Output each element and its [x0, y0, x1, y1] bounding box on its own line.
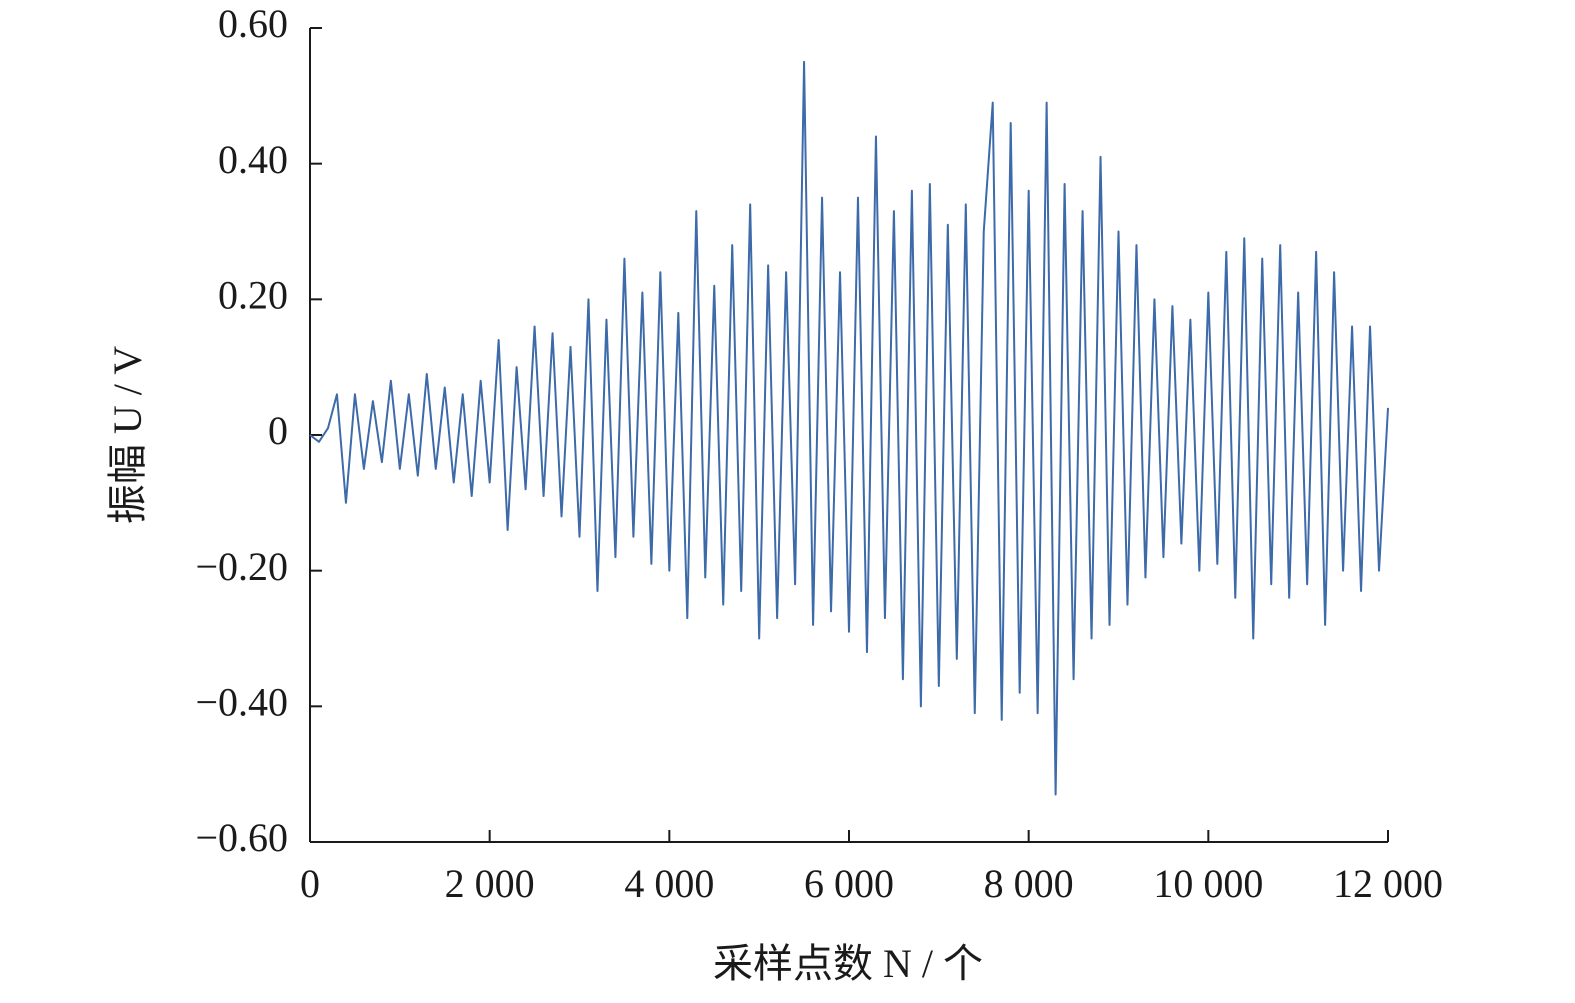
y-tick-label: −0.40: [195, 680, 288, 725]
y-tick-label: 0.20: [218, 273, 288, 318]
y-axis-label: 振幅 U / V: [105, 346, 150, 524]
x-tick-label: 12 000: [1333, 861, 1443, 906]
y-tick-label: 0: [268, 408, 288, 453]
x-tick-label: 6 000: [804, 861, 894, 906]
signal-line: [309, 60, 1389, 796]
y-tick-label: 0.60: [218, 1, 288, 46]
x-tick-label: 2 000: [445, 861, 535, 906]
x-axis-label: 采样点数 N / 个: [713, 941, 983, 986]
x-tick-label: 8 000: [984, 861, 1074, 906]
y-tick-label: 0.40: [218, 137, 288, 182]
x-tick-label: 4 000: [624, 861, 714, 906]
x-tick-label: 10 000: [1153, 861, 1263, 906]
x-tick-label: 0: [300, 861, 320, 906]
y-tick-label: −0.60: [195, 815, 288, 860]
y-tick-label: −0.20: [195, 544, 288, 589]
